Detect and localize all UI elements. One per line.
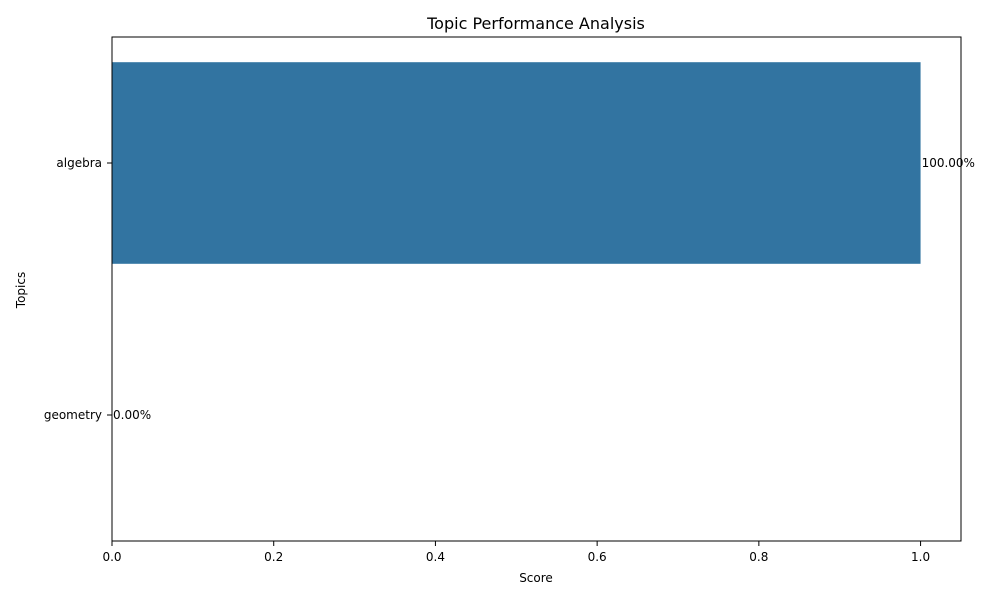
x-tick-label: 0.2 bbox=[264, 550, 283, 564]
bar-algebra bbox=[112, 62, 921, 264]
y-tick-label: algebra bbox=[56, 156, 102, 170]
x-tick-label: 0.8 bbox=[749, 550, 768, 564]
y-axis-ticks: algebra geometry bbox=[44, 156, 112, 422]
x-tick-label: 0.6 bbox=[588, 550, 607, 564]
bars-group bbox=[112, 62, 921, 264]
plot-frame bbox=[111, 36, 962, 542]
chart-title: Topic Performance Analysis bbox=[426, 14, 645, 33]
x-tick-label: 0.4 bbox=[426, 550, 445, 564]
y-axis-label: Topics bbox=[14, 272, 28, 309]
data-label: 0.00% bbox=[113, 408, 151, 422]
data-labels: 100.00% 0.00% bbox=[113, 156, 975, 422]
y-tick-label: geometry bbox=[44, 408, 102, 422]
x-tick-label: 1.0 bbox=[911, 550, 930, 564]
x-tick-label: 0.0 bbox=[102, 550, 121, 564]
data-label: 100.00% bbox=[922, 156, 975, 170]
x-axis-label: Score bbox=[519, 571, 553, 585]
x-axis-ticks: 0.0 0.2 0.4 0.6 0.8 1.0 bbox=[102, 541, 930, 564]
